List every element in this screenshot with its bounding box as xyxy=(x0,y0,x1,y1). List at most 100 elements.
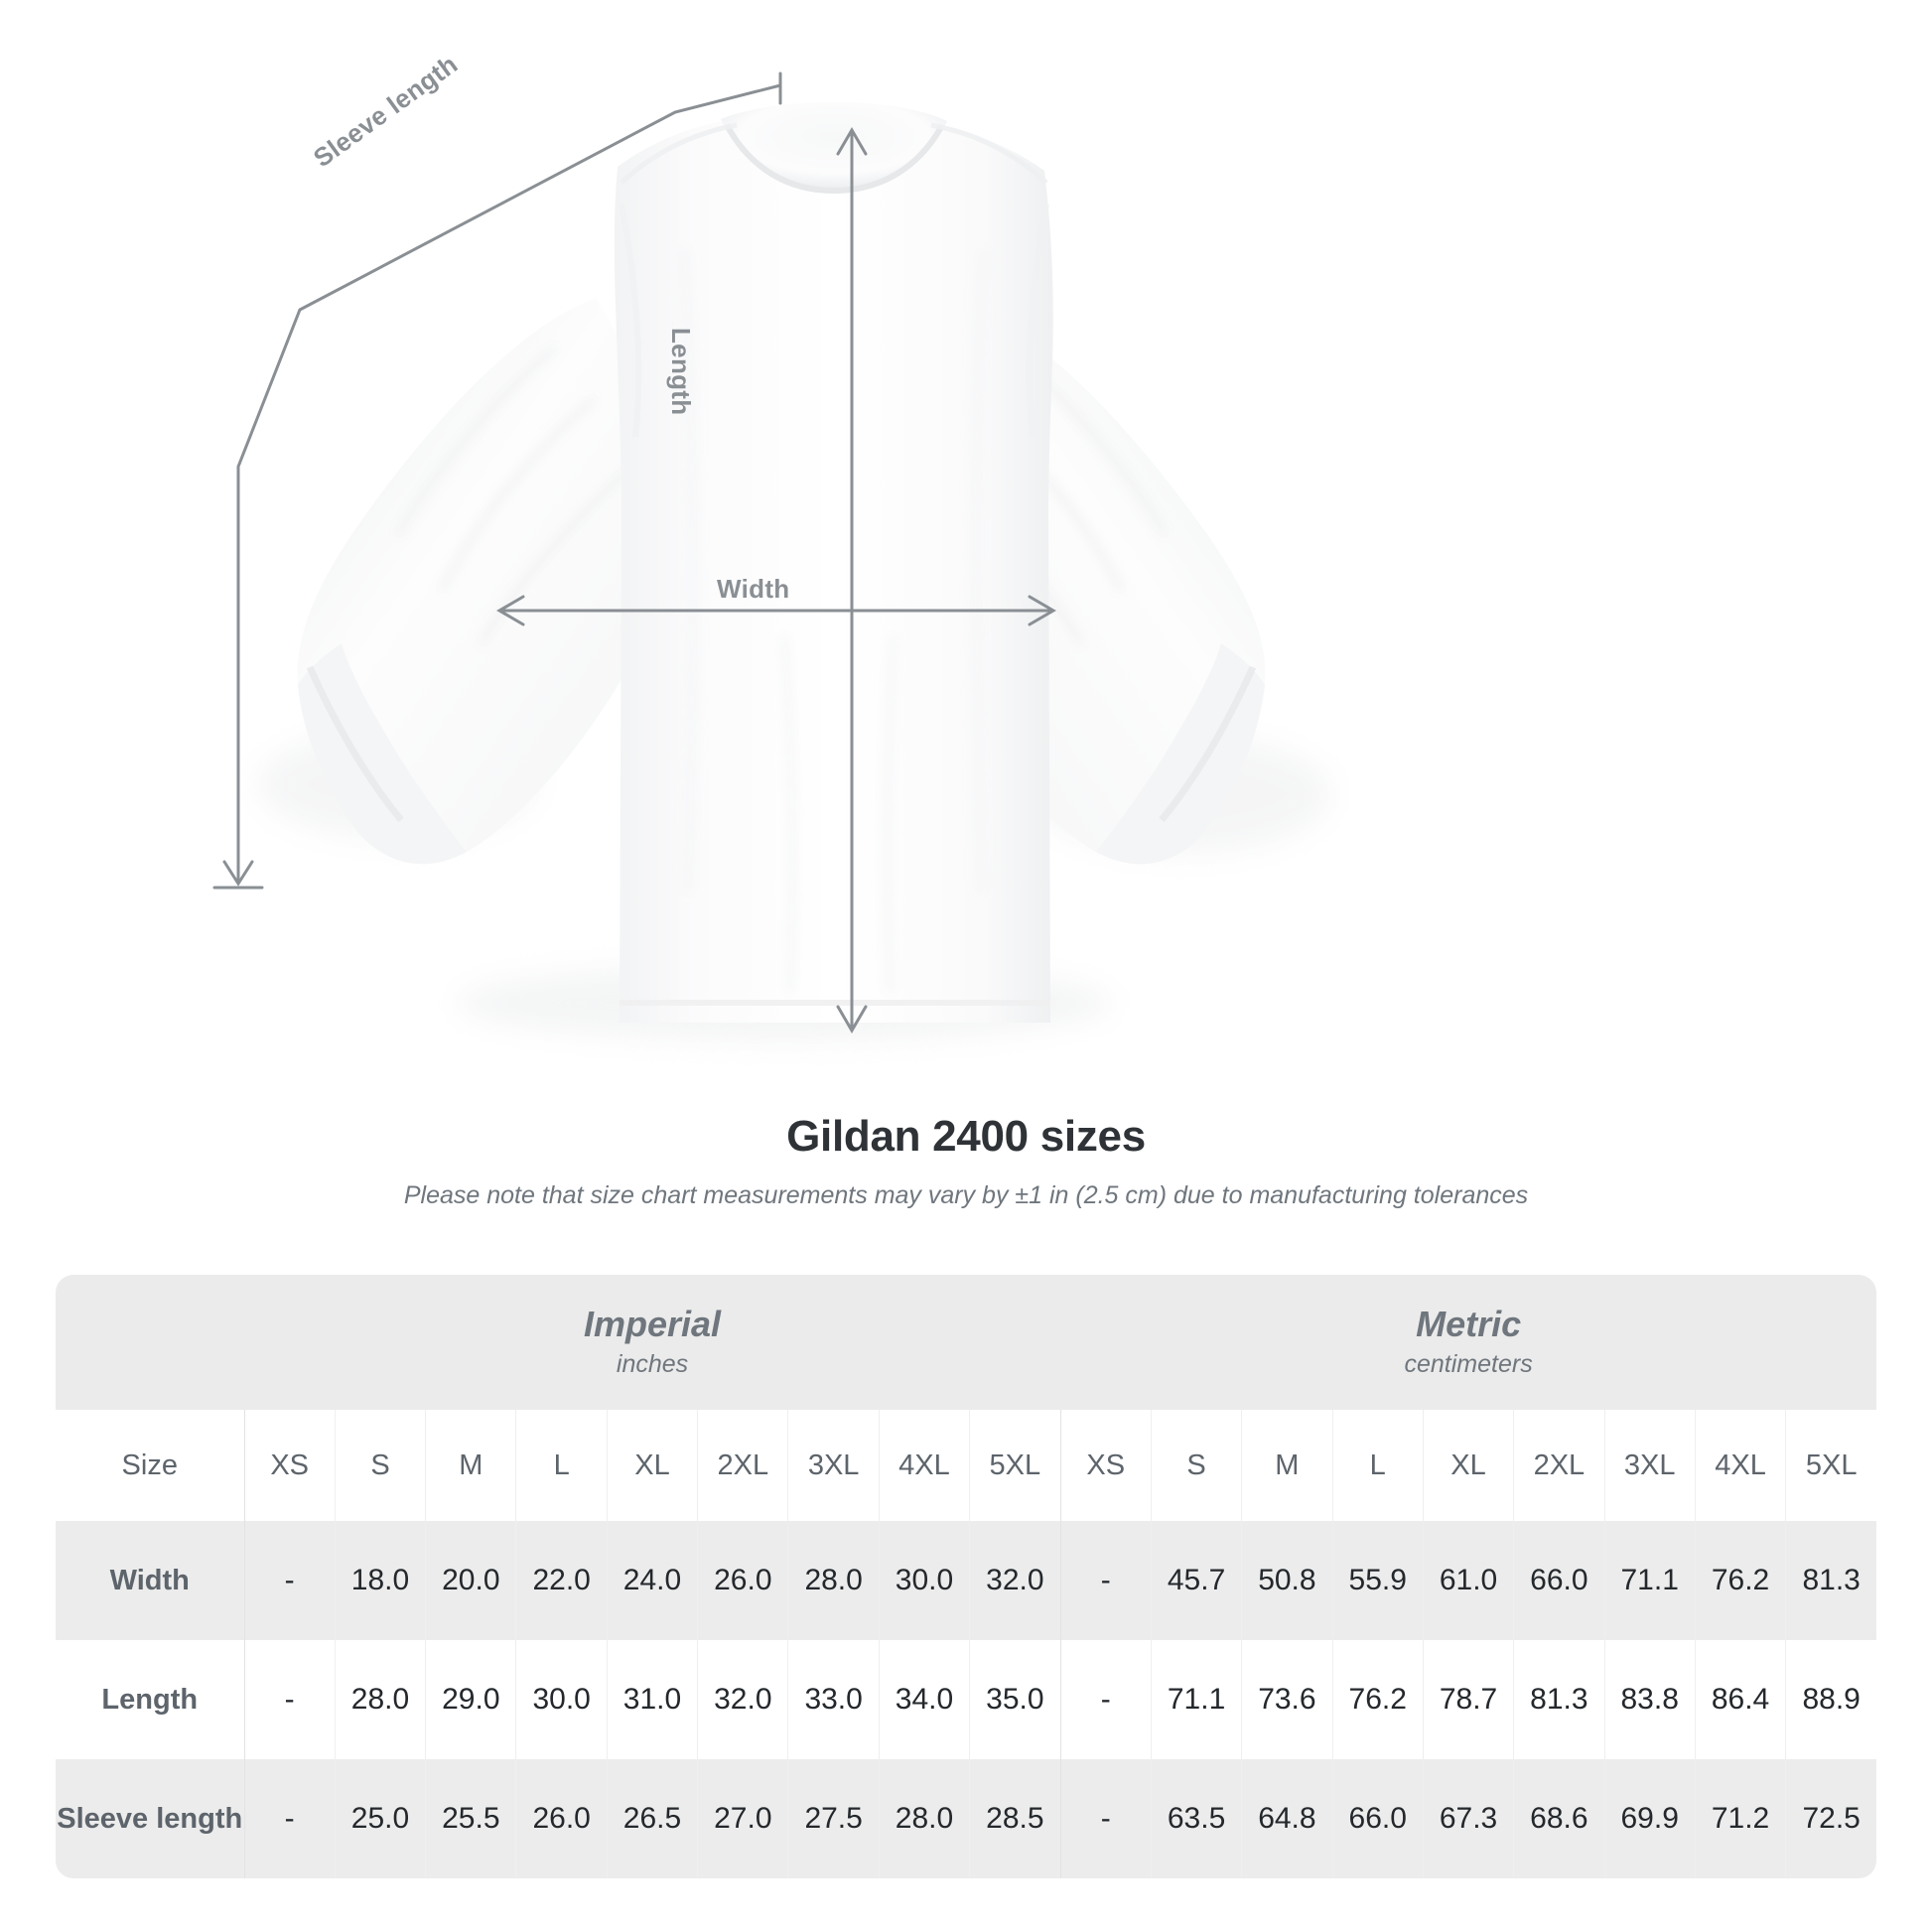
unit-imperial-name: Imperial xyxy=(584,1303,722,1344)
cell-sleeve-in-l: 26.0 xyxy=(515,1759,608,1878)
sleeve-length-measure-line xyxy=(212,71,782,890)
cell-length-in-2xl: 32.0 xyxy=(697,1640,788,1759)
cell-width-cm-xs: - xyxy=(1059,1521,1152,1640)
cell-length-cm-s: 71.1 xyxy=(1150,1640,1242,1759)
tolerance-note: Please note that size chart measurements… xyxy=(403,1181,1529,1209)
page-title: Gildan 2400 sizes xyxy=(786,1112,1146,1161)
cell-sleeve-cm-m: 64.8 xyxy=(1241,1759,1333,1878)
cell-length-in-s: 28.0 xyxy=(334,1640,426,1759)
cell-sleeve-cm-s: 63.5 xyxy=(1150,1759,1242,1878)
size-table: Imperial inches Metric centimeters Size … xyxy=(56,1275,1876,1878)
measurement-lines xyxy=(212,71,1056,1034)
size-header-imperial-xl: XL xyxy=(606,1410,698,1521)
size-header-metric-l: L xyxy=(1331,1410,1424,1521)
size-header-imperial-xs: XS xyxy=(243,1410,336,1521)
left-sleeve xyxy=(297,298,695,865)
cell-sleeve-cm-4xl: 71.2 xyxy=(1694,1759,1786,1878)
unit-metric-name: Metric xyxy=(1416,1303,1522,1344)
cell-length-cm-4xl: 86.4 xyxy=(1694,1640,1786,1759)
cell-width-cm-l: 55.9 xyxy=(1331,1521,1424,1640)
cell-length-in-xs: - xyxy=(243,1640,336,1759)
cell-sleeve-cm-5xl: 72.5 xyxy=(1785,1759,1876,1878)
size-header-imperial-l: L xyxy=(515,1410,608,1521)
cell-sleeve-in-xs: - xyxy=(243,1759,336,1878)
unit-banner-spacer xyxy=(56,1275,244,1410)
cell-sleeve-cm-xs: - xyxy=(1059,1759,1152,1878)
size-header-metric-4xl: 4XL xyxy=(1694,1410,1786,1521)
size-header-imperial-2xl: 2XL xyxy=(697,1410,788,1521)
width-measure-line xyxy=(496,595,1056,626)
cell-sleeve-in-3xl: 27.5 xyxy=(787,1759,880,1878)
length-measure-line xyxy=(836,127,868,1034)
table-row: Width - 18.0 20.0 22.0 24.0 26.0 28.0 30… xyxy=(56,1521,1876,1640)
unit-imperial: Imperial inches xyxy=(244,1275,1061,1410)
cell-width-cm-xl: 61.0 xyxy=(1422,1521,1514,1640)
cell-sleeve-in-4xl: 28.0 xyxy=(878,1759,970,1878)
cell-width-in-3xl: 28.0 xyxy=(787,1521,880,1640)
size-header-imperial-4xl: 4XL xyxy=(878,1410,970,1521)
cell-width-cm-2xl: 66.0 xyxy=(1513,1521,1605,1640)
size-header-imperial-s: S xyxy=(334,1410,426,1521)
cell-width-cm-4xl: 76.2 xyxy=(1694,1521,1786,1640)
garment-svg xyxy=(212,71,1330,1040)
table-row: Length - 28.0 29.0 30.0 31.0 32.0 33.0 3… xyxy=(56,1640,1876,1759)
cell-length-cm-xs: - xyxy=(1059,1640,1152,1759)
size-header-metric-2xl: 2XL xyxy=(1513,1410,1605,1521)
row-label-width: Width xyxy=(56,1521,244,1640)
garment-illustration: Sleeve length Length Width xyxy=(212,49,1330,1040)
cell-width-in-4xl: 30.0 xyxy=(878,1521,970,1640)
cell-length-in-l: 30.0 xyxy=(515,1640,608,1759)
cell-sleeve-cm-l: 66.0 xyxy=(1331,1759,1424,1878)
size-header-imperial-3xl: 3XL xyxy=(787,1410,880,1521)
unit-banner-row: Imperial inches Metric centimeters xyxy=(56,1275,1876,1410)
cell-sleeve-cm-3xl: 69.9 xyxy=(1603,1759,1696,1878)
cell-length-cm-m: 73.6 xyxy=(1241,1640,1333,1759)
size-header-metric-xl: XL xyxy=(1422,1410,1514,1521)
cell-width-in-xs: - xyxy=(243,1521,336,1640)
table-row: Sleeve length - 25.0 25.5 26.0 26.5 27.0… xyxy=(56,1759,1876,1878)
row-label-sleeve-length: Sleeve length xyxy=(56,1759,244,1878)
cell-width-in-s: 18.0 xyxy=(334,1521,426,1640)
size-table-container: Imperial inches Metric centimeters Size … xyxy=(56,1275,1876,1878)
cell-width-cm-3xl: 71.1 xyxy=(1603,1521,1696,1640)
size-header-metric-3xl: 3XL xyxy=(1603,1410,1696,1521)
cell-width-in-xl: 24.0 xyxy=(606,1521,698,1640)
cell-width-in-5xl: 32.0 xyxy=(969,1521,1061,1640)
cell-sleeve-cm-2xl: 68.6 xyxy=(1513,1759,1605,1878)
cell-sleeve-in-2xl: 27.0 xyxy=(697,1759,788,1878)
cell-width-cm-s: 45.7 xyxy=(1150,1521,1242,1640)
unit-metric-sub: centimeters xyxy=(1404,1350,1533,1379)
cell-length-cm-xl: 78.7 xyxy=(1422,1640,1514,1759)
size-header-metric-xs: XS xyxy=(1059,1410,1152,1521)
cell-length-in-5xl: 35.0 xyxy=(969,1640,1061,1759)
size-header-metric-5xl: 5XL xyxy=(1785,1410,1876,1521)
cell-length-cm-5xl: 88.9 xyxy=(1785,1640,1876,1759)
length-annotation-label: Length xyxy=(666,328,696,416)
title-block: Gildan 2400 sizes Please note that size … xyxy=(0,1112,1932,1210)
cell-sleeve-in-5xl: 28.5 xyxy=(969,1759,1061,1878)
cell-length-in-m: 29.0 xyxy=(425,1640,516,1759)
cell-width-in-l: 22.0 xyxy=(515,1521,608,1640)
cell-width-in-2xl: 26.0 xyxy=(697,1521,788,1640)
cell-length-cm-2xl: 81.3 xyxy=(1513,1640,1605,1759)
cell-sleeve-in-s: 25.0 xyxy=(334,1759,426,1878)
size-header-imperial-m: M xyxy=(425,1410,516,1521)
cell-sleeve-cm-xl: 67.3 xyxy=(1422,1759,1514,1878)
unit-imperial-sub: inches xyxy=(616,1350,689,1379)
cell-width-cm-5xl: 81.3 xyxy=(1785,1521,1876,1640)
cell-width-in-m: 20.0 xyxy=(425,1521,516,1640)
size-header-metric-m: M xyxy=(1241,1410,1333,1521)
size-header-metric-s: S xyxy=(1150,1410,1242,1521)
row-label-length: Length xyxy=(56,1640,244,1759)
size-header-label: Size xyxy=(56,1410,244,1521)
cell-width-cm-m: 50.8 xyxy=(1241,1521,1333,1640)
cell-length-in-3xl: 33.0 xyxy=(787,1640,880,1759)
cell-length-in-xl: 31.0 xyxy=(606,1640,698,1759)
garment-body xyxy=(614,102,1053,1023)
cell-sleeve-in-xl: 26.5 xyxy=(606,1759,698,1878)
cell-length-cm-3xl: 83.8 xyxy=(1603,1640,1696,1759)
width-annotation-label: Width xyxy=(717,574,790,604)
cell-length-in-4xl: 34.0 xyxy=(878,1640,970,1759)
cell-sleeve-in-m: 25.5 xyxy=(425,1759,516,1878)
